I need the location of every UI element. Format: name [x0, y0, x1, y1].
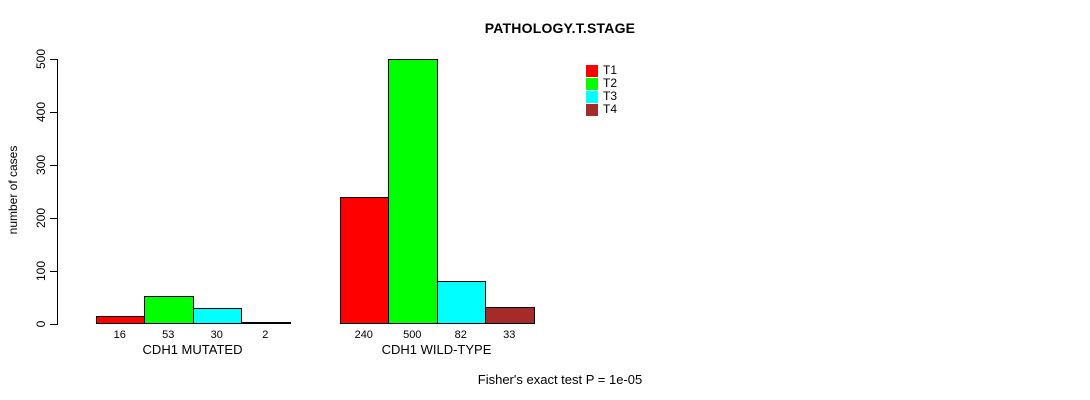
bar-value-label: 30 — [210, 329, 223, 341]
y-axis-line — [57, 59, 58, 325]
y-tick-mark — [50, 59, 58, 60]
legend-label: T3 — [603, 89, 618, 103]
bar-t2-group1 — [144, 295, 194, 324]
bar-t1-group2 — [339, 196, 389, 324]
y-tick-mark — [50, 324, 58, 325]
legend: T1 T2 T3 T4 — [586, 64, 617, 116]
bar-value-label: 82 — [454, 329, 467, 341]
y-tick-label: 400 — [34, 101, 48, 123]
legend-swatch-t4 — [586, 103, 598, 116]
y-tick-mark — [50, 218, 58, 219]
y-tick-mark — [50, 165, 58, 166]
bar-t4-group2 — [485, 306, 535, 324]
legend-label: T1 — [603, 63, 618, 77]
bar-value-label: 500 — [403, 329, 422, 341]
group-label: CDH1 MUTATED — [142, 342, 243, 357]
y-axis-label: number of cases — [6, 145, 20, 235]
bar-value-label: 33 — [503, 329, 516, 341]
bar-value-label: 53 — [162, 329, 175, 341]
bar-t4-group1 — [241, 322, 291, 324]
legend-label: T2 — [603, 76, 618, 90]
y-tick-mark — [50, 271, 58, 272]
group-label: CDH1 WILD-TYPE — [381, 342, 492, 357]
legend-swatch-t2 — [586, 77, 598, 90]
y-tick-label: 200 — [34, 207, 48, 229]
bar-value-label: 2 — [262, 329, 269, 341]
legend-swatch-t3 — [586, 90, 598, 103]
y-tick-label: 100 — [34, 260, 48, 282]
bar-value-label: 16 — [113, 329, 126, 341]
legend-item-t4: T4 — [586, 103, 617, 116]
bar-value-label: 240 — [354, 329, 373, 341]
legend-swatch-t1 — [586, 64, 598, 77]
y-tick-label: 500 — [34, 48, 48, 70]
legend-item-t3: T3 — [586, 90, 617, 103]
legend-label: T4 — [603, 102, 618, 116]
y-tick-mark — [50, 112, 58, 113]
y-tick-label: 300 — [34, 154, 48, 176]
bar-t1-group1 — [95, 315, 145, 324]
annotation-pvalue: Fisher's exact test P = 1e-05 — [477, 372, 643, 387]
legend-item-t2: T2 — [586, 77, 617, 90]
chart-title: PATHOLOGY.T.STAGE — [484, 20, 636, 36]
legend-item-t1: T1 — [586, 64, 617, 77]
bar-t2-group2 — [388, 59, 438, 324]
bar-t3-group2 — [436, 280, 486, 324]
y-tick-label: 0 — [34, 320, 48, 328]
bar-t3-group1 — [192, 308, 242, 324]
